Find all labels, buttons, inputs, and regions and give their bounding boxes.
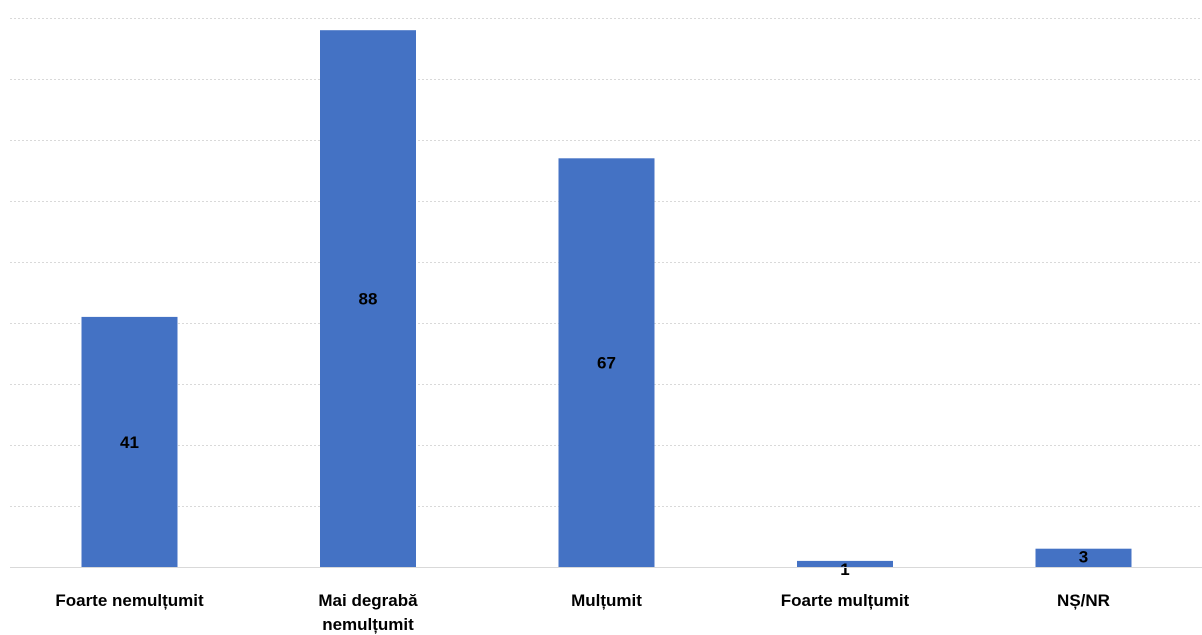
data-label: 41 (120, 433, 139, 452)
bar (81, 316, 178, 567)
data-label: 1 (840, 560, 849, 579)
x-tick-label: Foarte mulțumit (781, 591, 910, 610)
bar (1035, 548, 1132, 567)
data-label: 88 (359, 290, 378, 309)
x-tick-label: Mulțumit (571, 591, 642, 610)
data-label: 67 (597, 354, 616, 373)
x-tick-label: NȘ/NR (1057, 591, 1110, 610)
x-tick-label: Mai degrabă nemulțumit (318, 591, 418, 634)
x-axis-tick-labels: Foarte nemulțumit Mai degrabă nemulțumit Mu… (55, 591, 1110, 634)
bar (320, 30, 416, 567)
x-tick-label: Foarte nemulțumit (55, 591, 204, 610)
bars (81, 30, 1132, 568)
bar (558, 158, 655, 568)
data-label: 3 (1079, 548, 1088, 567)
data-labels: 41 88 67 1 3 (120, 290, 1088, 579)
bar (797, 560, 893, 567)
